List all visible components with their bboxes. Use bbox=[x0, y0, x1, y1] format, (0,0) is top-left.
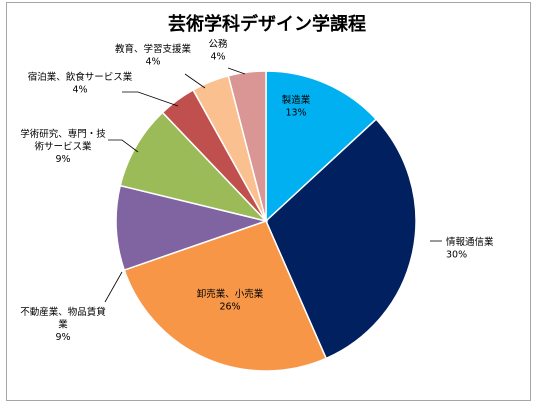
pie-slice-7 bbox=[227, 70, 267, 222]
leader-lines bbox=[104, 67, 442, 303]
pie-slice-0 bbox=[265, 70, 378, 223]
leader-line-6 bbox=[184, 73, 206, 89]
slice-label-2: 卸売業、小売業 26% bbox=[197, 288, 264, 313]
leader-line-3 bbox=[104, 271, 123, 303]
slice-label-1: 情報通信業 30% bbox=[446, 236, 494, 261]
pie-slice-4 bbox=[119, 111, 269, 223]
pie-slice-2 bbox=[123, 220, 328, 372]
pie-slice-1 bbox=[265, 118, 417, 360]
slice-label-7: 公務 4% bbox=[208, 38, 228, 63]
slice-label-5: 宿泊業、飲食サービス業 4% bbox=[28, 71, 133, 96]
chart-title: 芸術学科デザイン学課程 bbox=[168, 13, 366, 35]
leader-line-4 bbox=[108, 139, 139, 153]
slice-label-6: 教育、学習支援業 4% bbox=[115, 43, 192, 68]
slice-label-4: 学術研究、専門・技術サービス業 9% bbox=[20, 128, 106, 165]
leader-line-7 bbox=[227, 67, 246, 75]
pie-slices bbox=[115, 70, 417, 372]
leader-line-5 bbox=[122, 91, 179, 107]
slice-label-0: 製造業 13% bbox=[282, 94, 311, 119]
pie-slice-3 bbox=[115, 184, 269, 272]
slice-label-3: 不動産業、物品賃貸業 9% bbox=[20, 306, 106, 343]
slice-labels: 製造業 13% 情報通信業 30% 卸売業、小売業 26% 不動産業、物品賃貸業 9% 学術研究… bbox=[20, 38, 494, 343]
